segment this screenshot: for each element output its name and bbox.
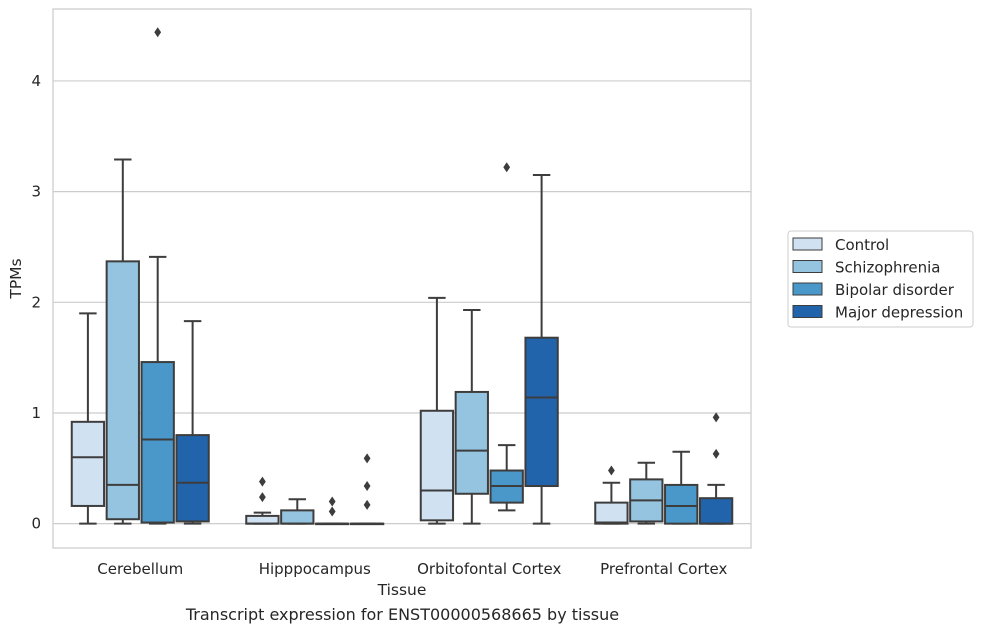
outlier-point [259,476,266,487]
box-schizophrenia [280,498,315,525]
box-control [419,296,455,525]
box-major-depression [175,320,210,525]
x-tick-labels: Cerebellum Hipppocampus Orbitofontal Corte… [97,560,727,578]
figure-caption: Transcript expression for ENST0000056866… [185,605,620,624]
iqr-box [105,260,140,521]
x-tick-label: Orbitofontal Cortex [417,560,561,578]
legend-swatch [792,260,823,273]
box-major-depression [349,453,385,526]
y-tick-label: 2 [31,293,41,311]
box-plot-chart: 0 1 2 3 4 Cerebellum Hipppocampus Orbitofontal… [7,8,974,599]
legend-swatch [792,282,823,296]
legend-frame [787,230,974,328]
outlier-point [363,481,371,492]
outlier-point [712,412,720,423]
y-tick-label: 4 [31,72,41,90]
legend-label: Schizophrenia [835,259,940,277]
box-schizophrenia [454,309,489,525]
legend-label: Major depression [835,304,963,322]
iqr-box [175,434,210,523]
iqr-box [70,420,106,507]
plot-area [52,8,752,549]
outlier-point [154,27,162,38]
box-major-depression [698,412,734,525]
outlier-point [712,448,720,459]
x-tick-label: Hipppocampus [259,560,371,578]
iqr-box [594,501,629,525]
iqr-box [140,361,175,524]
iqr-box [524,336,559,488]
box-bipolar-disorder [664,450,699,525]
box-schizophrenia [105,158,140,525]
outlier-point [503,162,511,173]
iqr-box [454,390,489,495]
outlier-point [259,492,266,503]
box-control [594,465,629,525]
y-tick-label: 3 [31,183,41,201]
y-axis-label: TPMs [7,258,25,299]
boxes [70,27,734,526]
legend-label: Control [835,236,889,254]
legend-label: Bipolar disorder [835,281,955,299]
legend-swatch [792,237,823,251]
box-control [70,312,106,525]
x-tick-label: Cerebellum [97,560,183,578]
box-bipolar-disorder [140,27,175,525]
legend: Control Schizophrenia Bipolar disorder Majo… [787,230,974,328]
outlier-point [363,499,371,510]
iqr-box [698,497,734,525]
outlier-point [363,453,371,464]
outlier-point [608,465,615,476]
box-major-depression [524,174,559,525]
box-bipolar-disorder [489,162,524,512]
outlier-point [328,506,336,517]
iqr-box [280,509,315,525]
box-bipolar-disorder [315,496,350,526]
box-control [245,476,280,525]
iqr-box [419,409,455,522]
x-tick-label: Prefrontal Cortex [600,560,727,578]
y-tick-label: 0 [31,515,41,533]
iqr-box [664,483,699,525]
box-schizophrenia [629,461,664,525]
y-tick-label: 1 [31,404,41,422]
iqr-box [245,514,280,525]
outlier-point [328,496,336,507]
x-axis-label: Tissue [377,581,427,599]
legend-swatch [792,305,823,318]
y-tick-labels: 0 1 2 3 4 [31,72,41,533]
